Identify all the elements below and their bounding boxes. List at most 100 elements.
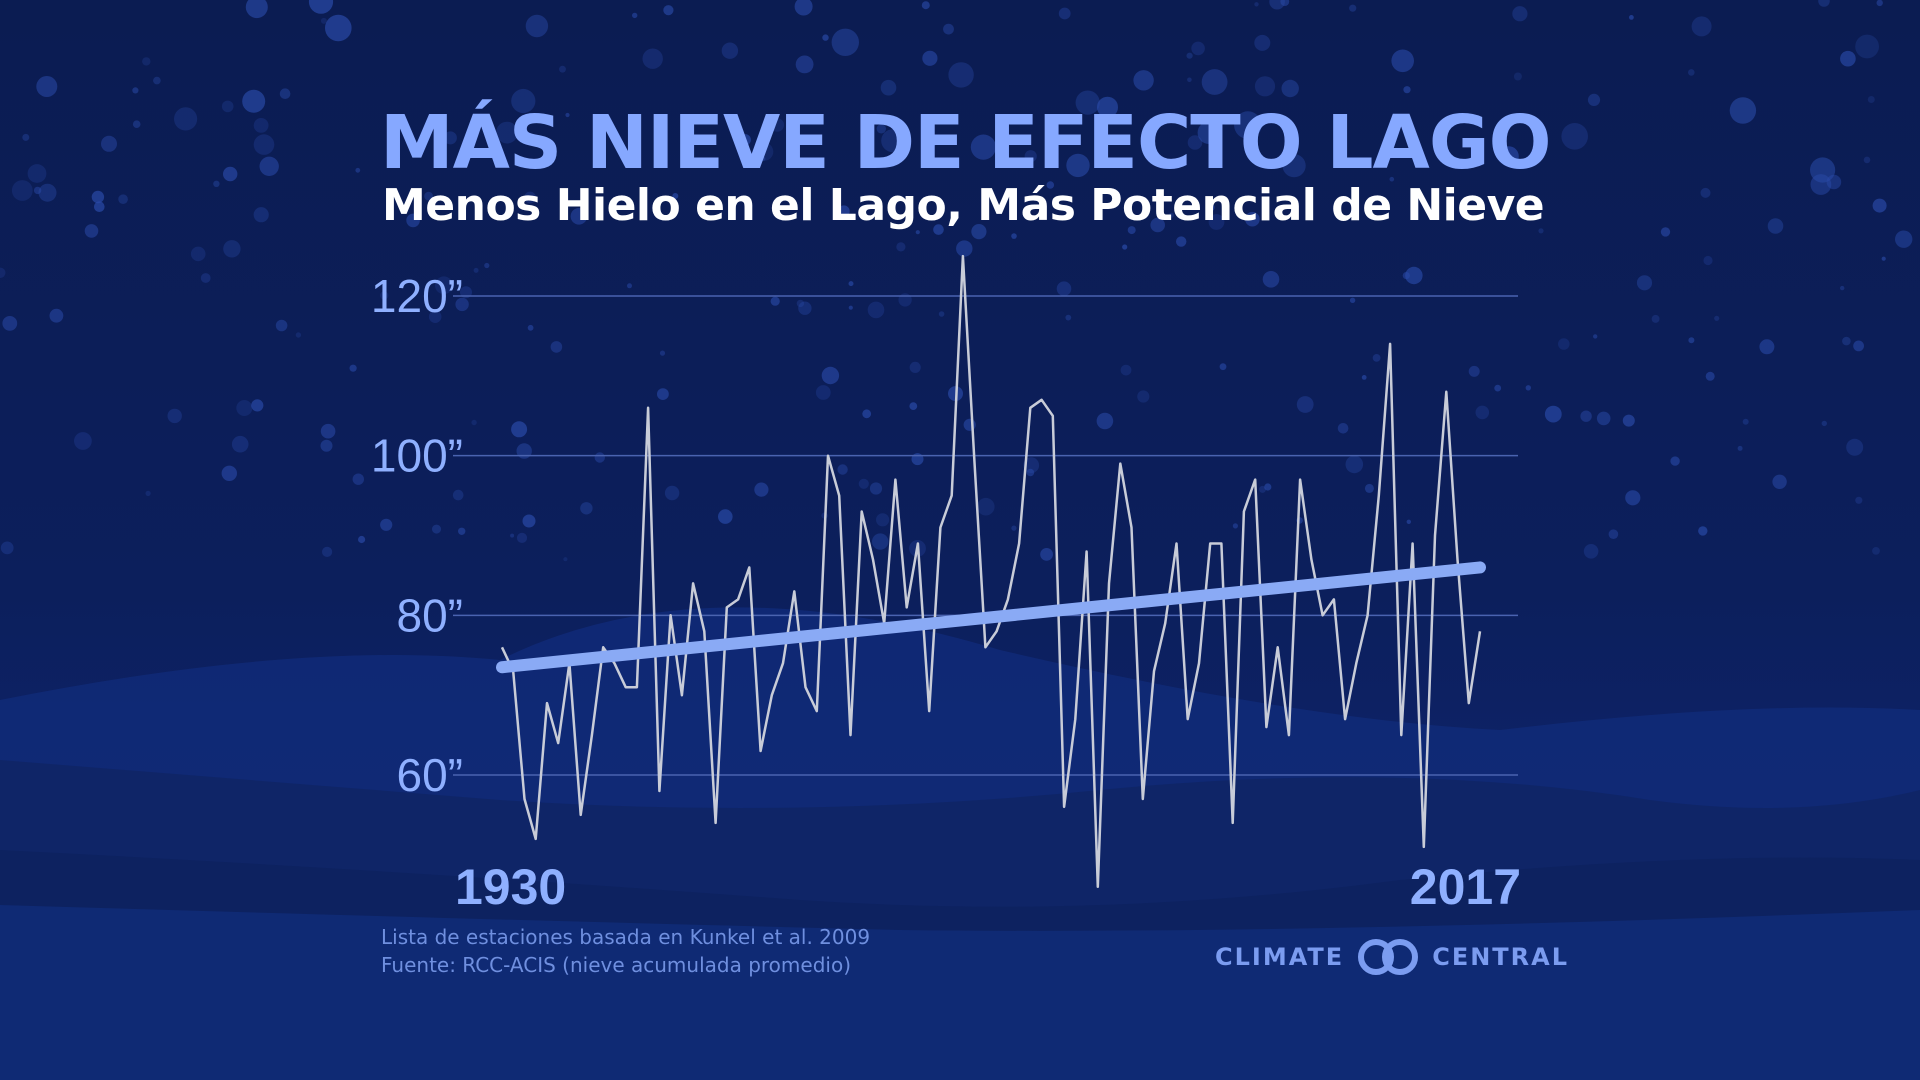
snowflake (1096, 412, 1114, 430)
snowflake (1023, 457, 1040, 474)
snowflake (1011, 233, 1017, 239)
snowflake (1853, 340, 1864, 352)
snowflake (84, 224, 99, 238)
snowflake (320, 439, 333, 452)
snowflake (1759, 339, 1775, 355)
snowflake (1187, 135, 1203, 150)
snowflake (1700, 187, 1711, 198)
snowflake (484, 262, 490, 269)
snowflake (896, 242, 906, 252)
snowflake (915, 230, 920, 235)
snowflake (1150, 217, 1165, 233)
snowflake (977, 497, 995, 516)
snowflake (1705, 371, 1715, 381)
snowflake (948, 62, 974, 88)
snowflake (355, 167, 361, 173)
snowflake (458, 527, 466, 535)
snowflake (565, 112, 570, 118)
snowflake (511, 421, 528, 438)
snowflake (1097, 96, 1118, 118)
y-axis-ticks: 60” 80” 100” 120” (371, 270, 463, 801)
snowflake (1391, 49, 1414, 73)
snowflake (1122, 244, 1128, 250)
snowflake (1468, 365, 1480, 377)
climate-central-rings-icon (1358, 939, 1419, 975)
snowflake (1262, 271, 1280, 288)
snowflake (1046, 181, 1055, 189)
snowflake (36, 76, 58, 97)
snowflake (1608, 529, 1619, 539)
snowflake (1688, 69, 1695, 76)
snowflake (1525, 385, 1532, 391)
snowflake (1361, 375, 1367, 380)
snowflake (837, 464, 848, 475)
snowflake (657, 388, 669, 400)
snowflake (174, 107, 198, 131)
snowflake (1137, 390, 1150, 403)
snowflake (516, 532, 528, 544)
snowflake (511, 88, 536, 114)
snowflake (1133, 70, 1154, 91)
snowflake (1056, 281, 1072, 297)
snowflake (1544, 405, 1562, 423)
source-line-1: Lista de estaciones basada en Kunkel et … (381, 925, 871, 949)
snowflake (838, 205, 850, 217)
snowflake (821, 366, 840, 385)
snowflake (1703, 255, 1713, 266)
snowflake (27, 164, 47, 183)
snowflake (1513, 72, 1522, 81)
snowflake (33, 186, 42, 195)
chart-title: MÁS NIEVE DE EFECTO LAGO (380, 100, 1551, 186)
snowflake (435, 276, 453, 295)
snowflake (1197, 121, 1221, 144)
snowflake (1840, 50, 1856, 67)
snowflake (858, 478, 869, 489)
snowflake (1282, 154, 1306, 178)
snowflake (1296, 396, 1314, 413)
snowflake (245, 0, 268, 19)
snowflake (1065, 314, 1072, 321)
snowflake (869, 482, 883, 495)
snowflake (559, 65, 566, 73)
snowflake (406, 213, 420, 228)
snowflake (956, 240, 973, 257)
snowflake (1498, 146, 1519, 167)
snowflake (1846, 438, 1864, 456)
snowflake (259, 156, 279, 176)
snowflake (251, 399, 264, 412)
snowflake (1580, 410, 1592, 422)
snowflake (909, 361, 921, 373)
snowflake (1345, 455, 1364, 474)
snowflake (663, 5, 674, 16)
snowflake (527, 324, 534, 331)
snowflake (1281, 79, 1299, 98)
snowflake (1691, 16, 1712, 37)
snowflake (1176, 236, 1187, 247)
snowflake (349, 364, 357, 372)
gridlines (453, 295, 1518, 776)
snowflake (1269, 0, 1285, 10)
snowflake (1593, 334, 1598, 339)
snowflake (524, 191, 536, 204)
snowflake (91, 190, 105, 204)
snowflake (1840, 285, 1845, 291)
snowflake (1512, 6, 1528, 22)
snowflake (1651, 314, 1660, 323)
snowflake (632, 12, 638, 19)
snowflake (325, 14, 352, 42)
snowflake (253, 134, 275, 155)
source-line-2: Fuente: RCC-ACIS (nieve acumulada promed… (381, 953, 851, 977)
snowfall-series-line (500, 254, 1482, 889)
snowflake (1895, 230, 1913, 248)
snowflake (1660, 227, 1671, 237)
snowflake (770, 296, 780, 306)
snowflake (642, 48, 663, 69)
snowflake (1821, 420, 1828, 427)
snowflake (1187, 77, 1192, 83)
snowflake (798, 301, 812, 315)
snowflake (1120, 364, 1132, 376)
snowflake (933, 224, 944, 235)
snowflake (627, 283, 632, 289)
snowflake (876, 124, 886, 134)
x-tick-label-start: 1930 (455, 859, 566, 915)
